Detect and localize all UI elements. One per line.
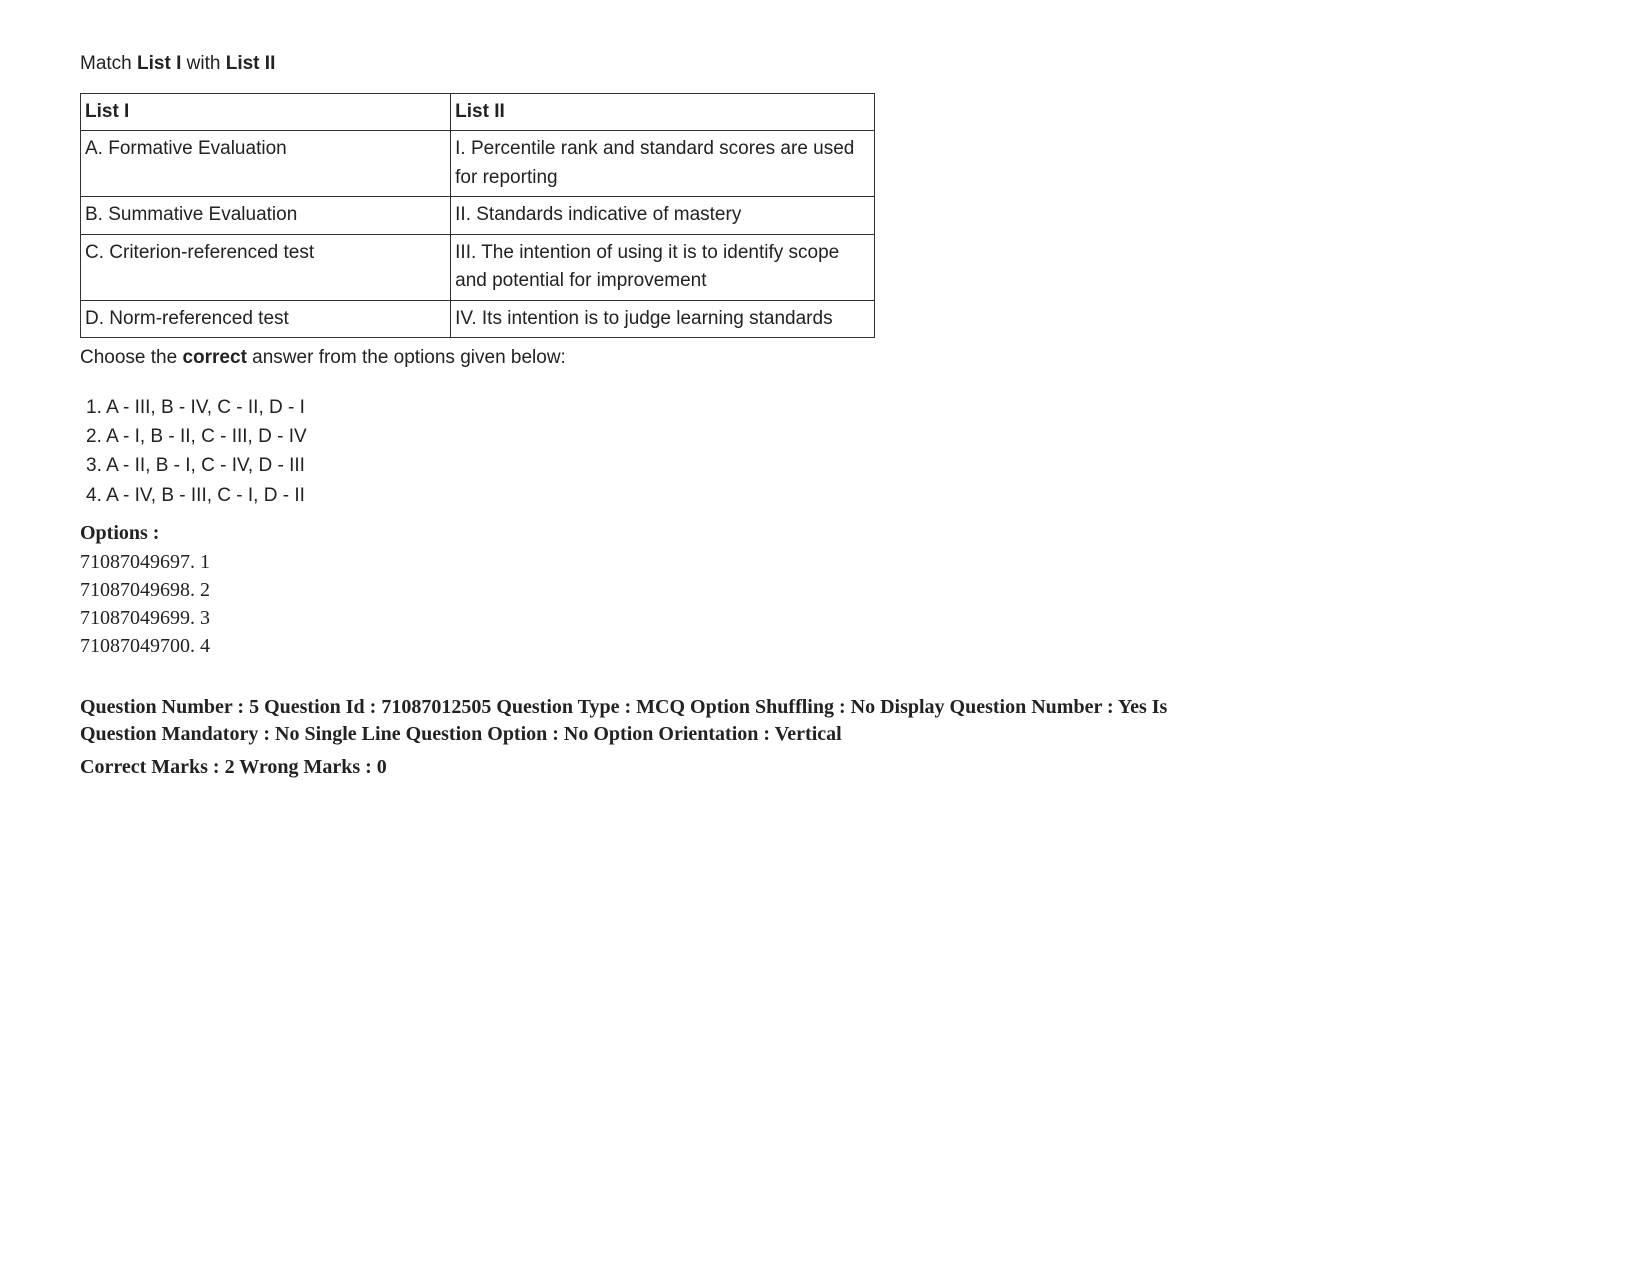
choose-line: Choose the correct answer from the optio…	[80, 344, 1570, 373]
answer-choice: 2. A - I, B - II, C - III, D - IV	[86, 422, 1570, 451]
table-row: A. Formative Evaluation I. Percentile ra…	[81, 131, 875, 197]
instruction-mid: with	[181, 53, 225, 74]
table-cell: C. Criterion-referenced test	[81, 234, 451, 300]
table-row: B. Summative Evaluation II. Standards in…	[81, 197, 875, 235]
choose-bold: correct	[182, 347, 246, 368]
match-instruction: Match List I with List II	[80, 50, 1570, 79]
option-item: 71087049700. 4	[80, 632, 1570, 660]
answer-choices: 1. A - III, B - IV, C - II, D - I 2. A -…	[86, 393, 1570, 511]
table-cell: B. Summative Evaluation	[81, 197, 451, 235]
table-row: C. Criterion-referenced test III. The in…	[81, 234, 875, 300]
table-row: D. Norm-referenced test IV. Its intentio…	[81, 300, 875, 338]
option-item: 71087049699. 3	[80, 604, 1570, 632]
table-header-row: List I List II	[81, 93, 875, 131]
options-heading: Options :	[80, 518, 1570, 548]
answer-choice: 4. A - IV, B - III, C - I, D - II	[86, 481, 1570, 510]
table-cell: IV. Its intention is to judge learning s…	[451, 300, 875, 338]
instruction-bold-2: List II	[226, 53, 276, 74]
choose-pre: Choose the	[80, 347, 182, 368]
table-cell: D. Norm-referenced test	[81, 300, 451, 338]
option-item: 71087049698. 2	[80, 576, 1570, 604]
options-list: 71087049697. 1 71087049698. 2 7108704969…	[80, 548, 1570, 660]
table-cell: II. Standards indicative of mastery	[451, 197, 875, 235]
instruction-bold-1: List I	[137, 53, 181, 74]
answer-choice: 1. A - III, B - IV, C - II, D - I	[86, 393, 1570, 422]
table-header-col1: List I	[81, 93, 451, 131]
option-item: 71087049697. 1	[80, 548, 1570, 576]
answer-choice: 3. A - II, B - I, C - IV, D - III	[86, 451, 1570, 480]
table-header-col2: List II	[451, 93, 875, 131]
choose-post: answer from the options given below:	[247, 347, 566, 368]
marks-line: Correct Marks : 2 Wrong Marks : 0	[80, 752, 1570, 782]
question-metadata: Question Number : 5 Question Id : 710870…	[80, 694, 1180, 748]
table-cell: A. Formative Evaluation	[81, 131, 451, 197]
table-cell: I. Percentile rank and standard scores a…	[451, 131, 875, 197]
match-table: List I List II A. Formative Evaluation I…	[80, 93, 875, 339]
instruction-prefix: Match	[80, 53, 137, 74]
table-cell: III. The intention of using it is to ide…	[451, 234, 875, 300]
